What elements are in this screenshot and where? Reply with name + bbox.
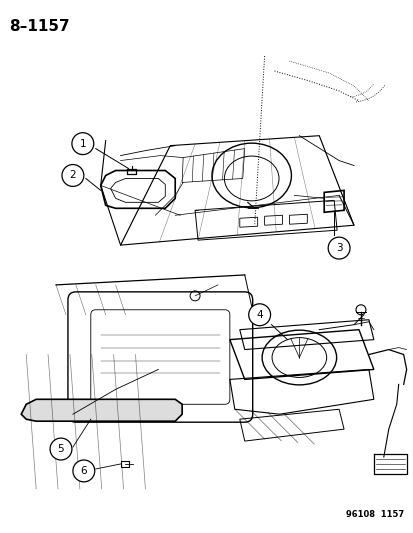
Text: 8–1157: 8–1157 <box>9 19 70 34</box>
Circle shape <box>62 165 83 187</box>
Text: 4: 4 <box>256 310 262 320</box>
Polygon shape <box>21 399 182 421</box>
Text: 6: 6 <box>80 466 87 476</box>
Circle shape <box>72 133 93 155</box>
Text: 3: 3 <box>335 243 342 253</box>
Circle shape <box>328 237 349 259</box>
Text: 5: 5 <box>57 444 64 454</box>
Text: 2: 2 <box>69 171 76 181</box>
Text: 96108  1157: 96108 1157 <box>345 510 403 519</box>
Circle shape <box>73 460 95 482</box>
Text: 1: 1 <box>79 139 86 149</box>
Circle shape <box>248 304 270 326</box>
Circle shape <box>50 438 72 460</box>
